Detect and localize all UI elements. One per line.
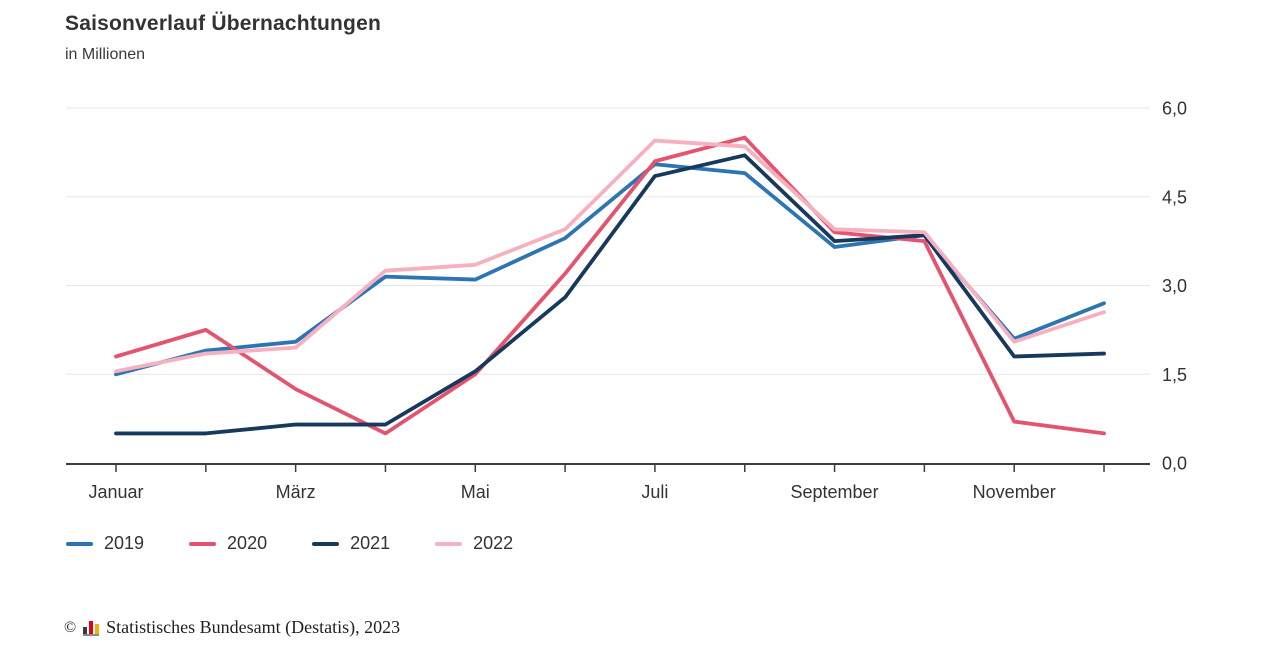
legend-label-2022: 2022 <box>473 533 514 553</box>
x-tick-label-November: November <box>973 482 1056 502</box>
y-tick-label: 6,0 <box>1162 99 1187 119</box>
copyright-symbol: © <box>64 618 77 636</box>
logo-bar-black <box>83 627 88 634</box>
y-tick-label: 1,5 <box>1162 365 1187 385</box>
legend-item-2022: 2022 <box>435 533 513 554</box>
legend-item-2019: 2019 <box>66 533 144 554</box>
y-tick-label: 4,5 <box>1162 187 1187 207</box>
logo-bar-red <box>89 621 94 634</box>
series-line-2020 <box>114 135 1106 436</box>
logo-bar-gold <box>95 624 100 634</box>
legend-item-2020: 2020 <box>189 533 267 554</box>
legend-label-2021: 2021 <box>350 533 391 553</box>
legend-label-2019: 2019 <box>104 533 145 553</box>
legend-swatch-2021 <box>312 541 340 546</box>
y-tick-label: 0,0 <box>1162 454 1187 474</box>
series-line-2021 <box>114 153 1106 436</box>
x-tick-label-Juli: Juli <box>641 482 668 502</box>
chart-legend: 2019 2020 2021 2022 <box>66 533 513 554</box>
legend-item-2021: 2021 <box>312 533 390 554</box>
legend-swatch-2022 <box>435 541 463 546</box>
chart-unit-subtitle: in Millionen <box>65 46 146 63</box>
legend-label-2020: 2020 <box>227 533 268 553</box>
y-tick-label: 3,0 <box>1162 276 1187 296</box>
legend-swatch-2019 <box>66 541 93 546</box>
source-footer: © Statistisches Bundesamt (Destatis), 20… <box>64 617 400 638</box>
x-tick-label-März: März <box>276 482 316 502</box>
series-line-2022 <box>114 138 1106 374</box>
source-text: Statistisches Bundesamt (Destatis), 2023 <box>106 617 401 637</box>
destatis-bar-chart-icon <box>83 619 100 636</box>
x-tick-label-September: September <box>791 482 879 502</box>
page-title: Saisonverlauf Übernachtungen <box>65 12 381 35</box>
x-tick-label-Januar: Januar <box>88 482 143 502</box>
legend-swatch-2020 <box>189 541 217 546</box>
x-tick-label-Mai: Mai <box>461 482 490 502</box>
